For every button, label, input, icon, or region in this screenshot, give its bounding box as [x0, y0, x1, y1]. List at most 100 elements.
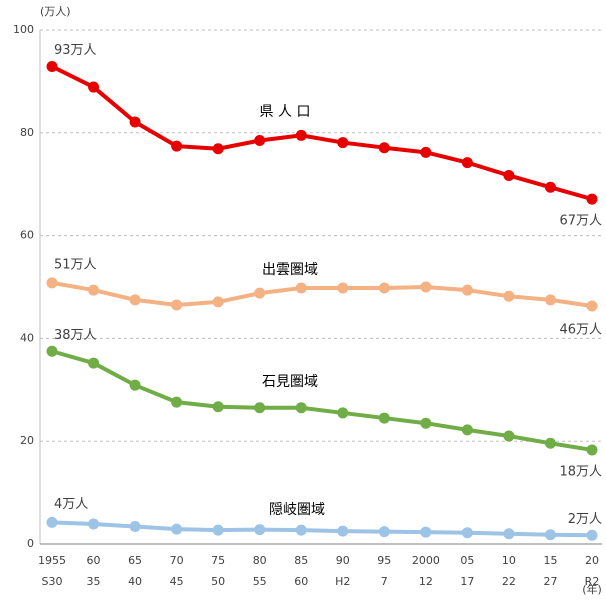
point [295, 129, 307, 141]
point [46, 516, 58, 528]
point [295, 524, 307, 536]
x-tick-label: 10 [502, 554, 516, 567]
x-era-label: 7 [381, 575, 388, 588]
point [88, 284, 100, 296]
point [254, 524, 266, 536]
point [586, 193, 598, 205]
point [46, 345, 58, 357]
x-tick-label: 60 [87, 554, 101, 567]
y-tick-label: 0 [27, 537, 34, 550]
x-tick-label: 20 [585, 554, 599, 567]
x-unit: (年) [582, 582, 602, 596]
x-era-label: S30 [42, 575, 63, 588]
series-line [51, 280, 593, 308]
y-tick-label: 80 [20, 126, 34, 139]
point [46, 60, 58, 72]
point [503, 430, 515, 442]
point [46, 277, 58, 289]
y-tick-label: 20 [20, 434, 34, 447]
point [254, 287, 266, 299]
point [295, 402, 307, 414]
x-era-label: 45 [170, 575, 184, 588]
value-label: 46万人 [559, 323, 602, 338]
x-tick-label: 90 [336, 554, 350, 567]
x-era-label: 12 [419, 575, 433, 588]
point [420, 281, 432, 293]
point [88, 518, 100, 530]
point [378, 282, 390, 294]
point [420, 417, 432, 429]
x-tick-label: 05 [460, 554, 474, 567]
point [544, 437, 556, 449]
value-label: 51万人 [54, 257, 97, 272]
point [88, 81, 100, 93]
point [337, 407, 349, 419]
point [171, 140, 183, 152]
value-label: 18万人 [559, 464, 602, 479]
point [544, 181, 556, 193]
series-line [51, 349, 593, 452]
x-era-label: 50 [211, 575, 225, 588]
x-era-label: 35 [87, 575, 101, 588]
point [129, 116, 141, 128]
x-era-label: 27 [543, 575, 557, 588]
series-line [51, 64, 593, 202]
point [212, 143, 224, 155]
point [544, 294, 556, 306]
x-era-label: 22 [502, 575, 516, 588]
point [378, 412, 390, 424]
series-line [51, 520, 593, 538]
point [88, 357, 100, 369]
point [212, 524, 224, 536]
point [129, 521, 141, 533]
x-era-label: 17 [460, 575, 474, 588]
x-tick-label: 1955 [38, 554, 66, 567]
point [212, 296, 224, 308]
x-era-label: 40 [128, 575, 142, 588]
point [420, 146, 432, 158]
point [129, 379, 141, 391]
x-tick-label: 95 [377, 554, 391, 567]
value-label: 2万人 [568, 512, 602, 527]
point [420, 526, 432, 538]
point [129, 294, 141, 306]
series-name: 県 人 口 [260, 104, 311, 120]
y-unit: (万人) [40, 5, 71, 18]
point [461, 284, 473, 296]
point [378, 142, 390, 154]
value-label: 67万人 [559, 214, 602, 229]
point [171, 299, 183, 311]
point [503, 290, 515, 302]
point [461, 527, 473, 539]
x-tick-label: 65 [128, 554, 142, 567]
point [503, 169, 515, 181]
x-tick-label: 2000 [412, 554, 440, 567]
point [171, 523, 183, 535]
point [461, 424, 473, 436]
point [254, 135, 266, 147]
x-tick-label: 75 [211, 554, 225, 567]
series-name: 石見圏域 [262, 374, 318, 390]
point [337, 282, 349, 294]
point [503, 528, 515, 540]
series-name: 出雲圏域 [262, 262, 318, 278]
x-era-label: 55 [253, 575, 267, 588]
x-tick-label: 70 [170, 554, 184, 567]
point [586, 300, 598, 312]
point [171, 396, 183, 408]
x-tick-label: 85 [294, 554, 308, 567]
y-tick-label: 100 [13, 23, 34, 36]
series-name: 隠岐圏域 [269, 502, 325, 518]
value-label: 93万人 [54, 43, 97, 58]
y-tick-label: 40 [20, 331, 34, 344]
point [378, 526, 390, 538]
x-tick-label: 80 [253, 554, 267, 567]
value-label: 4万人 [54, 497, 88, 512]
x-era-label: 60 [294, 575, 308, 588]
point [254, 402, 266, 414]
point [461, 157, 473, 169]
point [586, 529, 598, 541]
point [337, 525, 349, 537]
x-era-label: R2 [585, 575, 600, 588]
